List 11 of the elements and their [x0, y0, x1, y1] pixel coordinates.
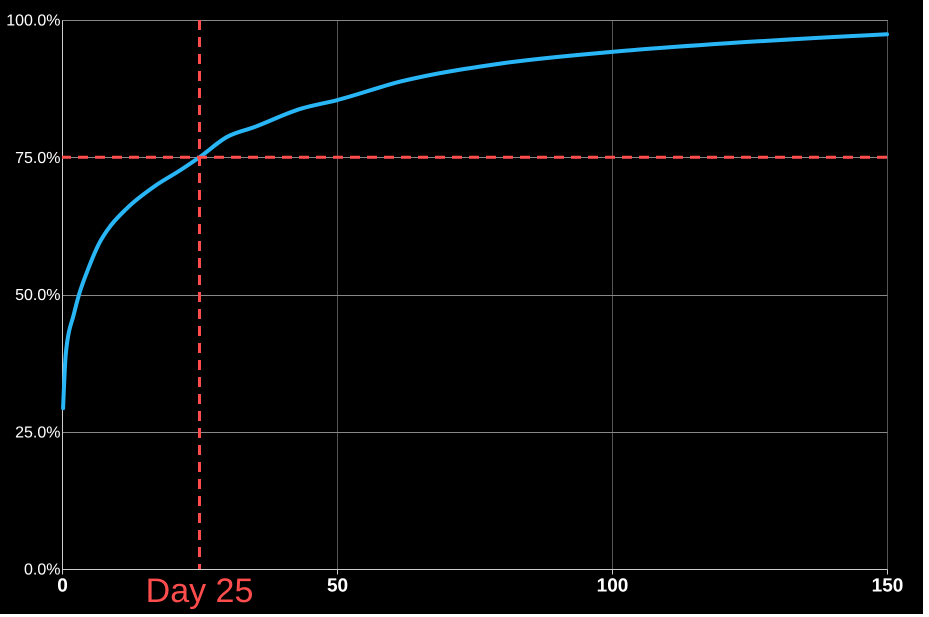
x-tick-label: 0: [57, 576, 68, 596]
line-series: [61, 32, 889, 410]
y-tick-label: 25.0%: [15, 424, 60, 442]
x-tick-label: 100: [596, 576, 628, 596]
x-tick-label: 150: [872, 576, 904, 596]
y-tick-label: 50.0%: [15, 287, 60, 304]
ref-line-label: Day 25: [146, 572, 254, 610]
y-tick-label: 75.0%: [15, 150, 60, 167]
x-tick-label: 50: [326, 576, 348, 596]
y-tick-label: 100.0%: [6, 12, 60, 30]
y-tick-label: 0.0%: [24, 562, 60, 578]
